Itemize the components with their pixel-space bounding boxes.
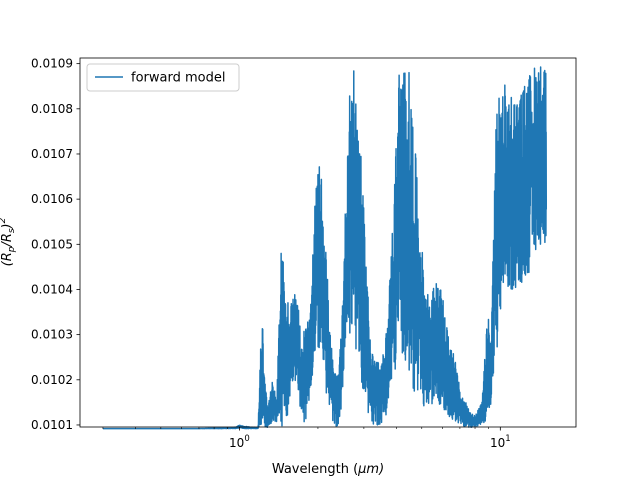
legend-box <box>86 63 240 92</box>
series-line-0 <box>102 66 548 430</box>
legend-label: forward model <box>131 71 225 86</box>
y-tick-label-3: 0.0104 <box>31 282 73 296</box>
axes-frame <box>79 57 577 428</box>
y-tick-label-8: 0.0109 <box>31 57 73 71</box>
y-tick-label-2: 0.0103 <box>31 328 73 342</box>
x-axis-label: Wavelength (μm) <box>272 462 384 477</box>
y-axis: 0.0101 0.0102 0.0103 0.0104 0.0105 0.0106 0.01… <box>31 57 80 432</box>
y-tick-label-6: 0.0107 <box>31 147 73 161</box>
x-axis: 100 101 <box>229 427 511 450</box>
y-tick-label-7: 0.0108 <box>31 102 73 116</box>
y-tick-label-5: 0.0106 <box>31 192 73 206</box>
y-tick-label-1: 0.0102 <box>31 373 73 387</box>
y-axis-label: (Rp/Rs)2 <box>0 217 17 266</box>
x-tick-label-1: 101 <box>490 434 511 450</box>
legend: forward model <box>86 63 240 92</box>
y-tick-label-0: 0.0101 <box>31 418 73 432</box>
series-layer <box>102 66 548 430</box>
x-tick-label-0: 100 <box>229 434 250 450</box>
y-tick-label-4: 0.0105 <box>31 237 73 251</box>
